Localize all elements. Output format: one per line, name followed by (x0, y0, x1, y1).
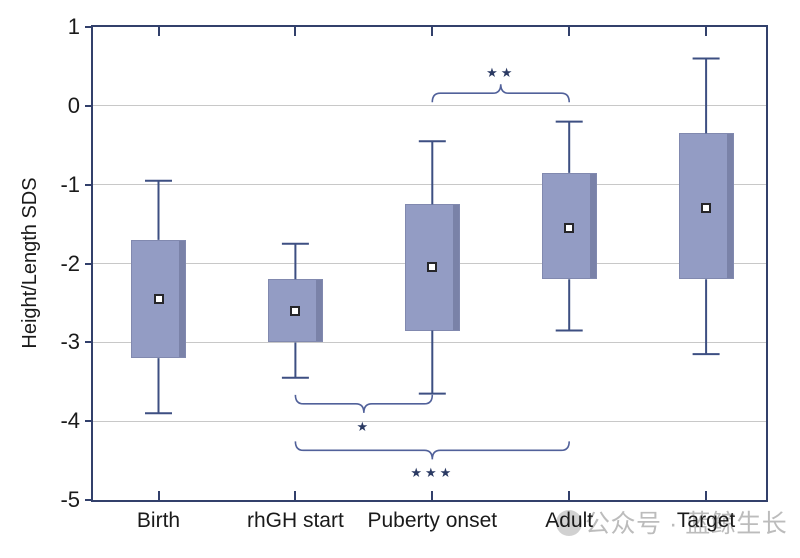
mean-marker-puberty-onset (427, 262, 438, 273)
y-axis-tick (85, 183, 91, 186)
whisker-high-birth (145, 179, 172, 240)
x-axis-label-puberty-onset: Puberty onset (367, 509, 498, 532)
y-tick-label: -3 (60, 329, 80, 355)
gridline (93, 341, 766, 343)
whisker-low-rhgh-start (281, 342, 309, 379)
y-axis-tick (85, 262, 91, 265)
gridline (93, 420, 766, 422)
whisker-low-birth (145, 358, 172, 415)
y-axis-tick (85, 499, 91, 501)
x-axis-tick-bottom (157, 491, 160, 500)
x-axis-label-adult: Adult (545, 509, 594, 532)
watermark-text: 公众号 · 蓝鲸生长 (585, 510, 788, 538)
y-axis-tick (85, 341, 91, 344)
whisker-high-rhgh-start (281, 242, 309, 280)
box-shade-edge (726, 134, 733, 279)
x-axis-tick-top (157, 27, 160, 36)
y-axis-tick (85, 26, 91, 28)
watermark-logo-icon (556, 510, 582, 536)
whisker-low-target (692, 279, 720, 356)
significance-stars-1: ★ (356, 418, 372, 434)
y-tick-label: -1 (60, 171, 80, 197)
whisker-high-adult (555, 120, 583, 173)
box-shade-edge (179, 240, 185, 358)
gridline (93, 105, 766, 107)
significance-stars-3: ★★★ (410, 465, 455, 481)
y-tick-label: -4 (60, 408, 80, 434)
y-tick-label: -2 (60, 250, 80, 276)
x-axis-tick-top (705, 27, 708, 36)
mean-marker-target (701, 203, 712, 214)
x-axis-tick-bottom (705, 491, 708, 500)
y-axis-tick (85, 420, 91, 423)
mean-marker-birth (153, 293, 164, 304)
significance-bracket-2 (431, 84, 570, 103)
x-axis-label-rhgh-start: rhGH start (246, 509, 344, 532)
x-axis-label-target: Target (676, 509, 736, 532)
box-shade-edge (315, 280, 322, 342)
x-axis-label-birth: Birth (136, 509, 181, 532)
significance-bracket-3 (294, 441, 570, 460)
y-axis-tick (85, 104, 91, 107)
x-axis-tick-bottom (431, 491, 434, 500)
significance-bracket-1 (294, 394, 434, 413)
y-tick-label: -5 (60, 487, 80, 512)
watermark: 公众号 · 蓝鲸生长 (556, 504, 787, 540)
whisker-high-puberty-onset (418, 140, 446, 205)
whisker-low-adult (555, 279, 583, 332)
significance-stars-2: ★★ (486, 65, 516, 81)
gridline (93, 184, 766, 186)
y-tick-label: 1 (67, 14, 80, 39)
y-tick-label: 0 (67, 92, 80, 118)
x-axis-tick-top (568, 27, 571, 36)
x-axis-tick-bottom (568, 491, 571, 500)
box-shade-edge (589, 173, 596, 279)
x-axis-tick-top (431, 27, 434, 36)
x-axis-tick-top (294, 27, 297, 36)
mean-marker-rhgh-start (290, 305, 301, 316)
box-shade-edge (452, 205, 459, 330)
whisker-low-puberty-onset (418, 330, 446, 395)
whisker-high-target (692, 57, 720, 134)
x-axis-tick-bottom (294, 491, 297, 500)
mean-marker-adult (564, 223, 575, 234)
